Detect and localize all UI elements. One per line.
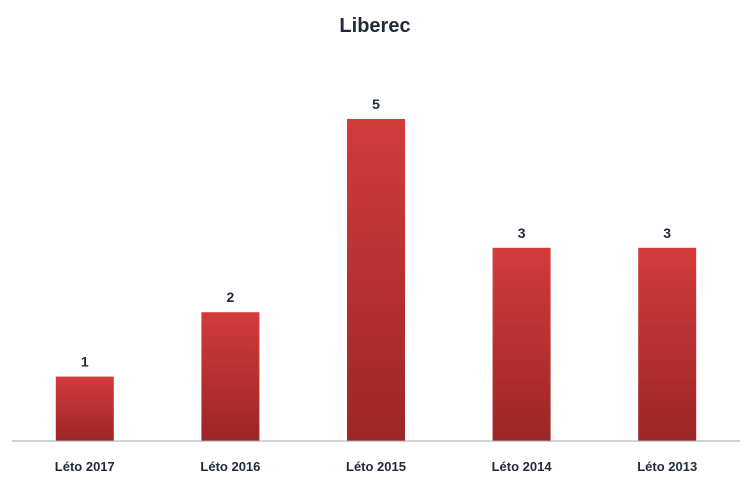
bars-group <box>55 119 697 441</box>
data-label-2: 2 <box>227 289 235 305</box>
data-label-3: 5 <box>372 96 380 112</box>
bar-4 <box>492 247 551 441</box>
bar-2 <box>201 312 260 441</box>
chart-title: Liberec <box>339 15 410 37</box>
x-tick-label-2: Léto 2016 <box>200 459 260 474</box>
bar-1 <box>55 376 114 441</box>
data-label-4: 3 <box>518 225 526 241</box>
data-label-5: 3 <box>663 225 671 241</box>
data-label-1: 1 <box>81 354 89 370</box>
x-tick-labels-group: Léto 2017 Léto 2016 Léto 2015 Léto 2014 Léto… <box>55 459 697 474</box>
bar-5 <box>638 247 697 441</box>
bar-3 <box>347 119 405 441</box>
x-tick-label-3: Léto 2015 <box>346 459 406 474</box>
x-tick-label-5: Léto 2013 <box>637 459 697 474</box>
x-tick-label-4: Léto 2014 <box>492 459 553 474</box>
x-tick-label-1: Léto 2017 <box>55 459 115 474</box>
data-labels-group: 1 2 5 3 3 <box>81 96 671 370</box>
